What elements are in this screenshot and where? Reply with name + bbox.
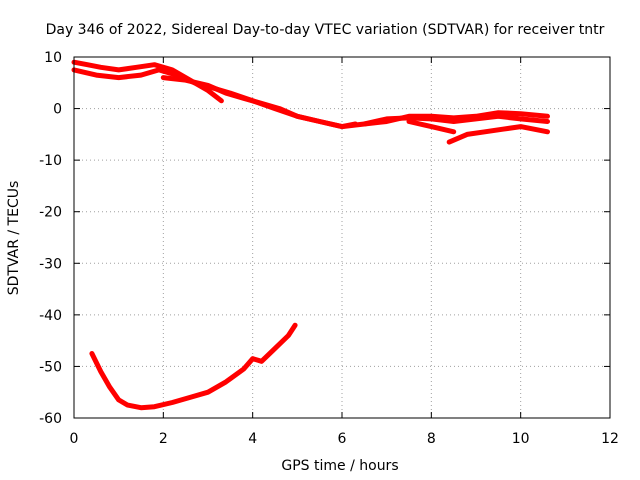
y-tick-label: -40 bbox=[39, 308, 62, 324]
data-series bbox=[71, 59, 550, 411]
x-tick-label: 10 bbox=[512, 431, 530, 447]
axis-ticks bbox=[73, 56, 611, 419]
series-line-track-e bbox=[406, 119, 457, 135]
y-tick-label: -60 bbox=[39, 411, 62, 427]
x-tick-label: 4 bbox=[248, 431, 257, 447]
series-line-track-g bbox=[89, 322, 298, 411]
tick-labels: 0 2 4 6 8 10 12 -60 -50 -40 -30 -20 -10 0 10 bbox=[39, 50, 619, 447]
x-tick-label: 0 bbox=[70, 431, 79, 447]
x-tick-label: 12 bbox=[601, 431, 619, 447]
series-line-track-f bbox=[446, 124, 550, 145]
y-tick-label: 10 bbox=[44, 50, 62, 66]
x-tick-label: 2 bbox=[159, 431, 168, 447]
series-line-track-d bbox=[361, 110, 550, 127]
y-tick-label: -20 bbox=[39, 205, 62, 221]
y-tick-label: -10 bbox=[39, 153, 62, 169]
chart-title: Day 346 of 2022, Sidereal Day-to-day VTE… bbox=[46, 22, 605, 38]
y-axis-label: SDTVAR / TECUs bbox=[6, 181, 22, 296]
series-line-track-c bbox=[160, 75, 358, 130]
y-tick-label: 0 bbox=[53, 102, 62, 118]
x-tick-label: 8 bbox=[427, 431, 436, 447]
x-axis-label: GPS time / hours bbox=[281, 458, 398, 474]
grid-lines bbox=[74, 57, 610, 418]
x-tick-label: 6 bbox=[338, 431, 347, 447]
y-tick-label: -50 bbox=[39, 359, 62, 375]
y-tick-label: -30 bbox=[39, 256, 62, 272]
